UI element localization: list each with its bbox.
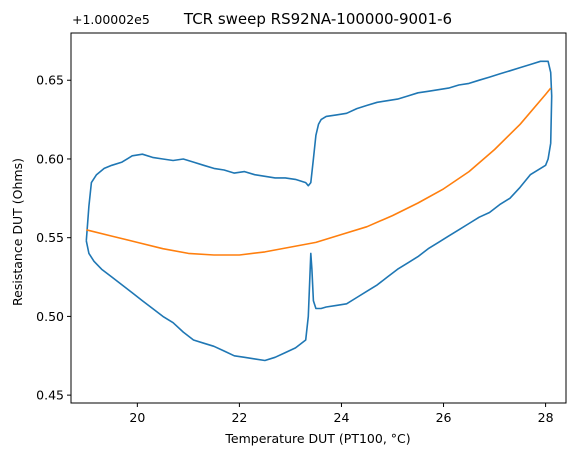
x-tick-label: 28 — [538, 410, 554, 425]
y-tick-label: 0.65 — [36, 73, 64, 88]
x-tick-label: 26 — [436, 410, 452, 425]
x-tick-label: 22 — [231, 410, 247, 425]
y-axis-label: Resistance DUT (Ohms) — [10, 158, 25, 306]
x-tick-label: 24 — [334, 410, 350, 425]
axes-frame — [70, 32, 567, 404]
y-tick-label: 0.60 — [36, 151, 64, 166]
y-tick-label: 0.45 — [36, 388, 64, 403]
y-tick-label: 0.50 — [36, 309, 64, 324]
y-offset-text: +1.00002e5 — [72, 12, 150, 27]
chart-title: TCR sweep RS92NA-100000-9001-6 — [183, 10, 452, 28]
series-line-1 — [86, 87, 552, 256]
axis-ticks: 20 22 24 26 28 0.45 0.50 0.55 0.60 0.65 — [36, 73, 553, 425]
x-axis-label: Temperature DUT (PT100, °C) — [224, 431, 410, 446]
y-tick-label: 0.55 — [36, 230, 64, 245]
plot-area — [85, 60, 553, 362]
x-tick-label: 20 — [129, 410, 145, 425]
series-line-0 — [85, 60, 553, 362]
